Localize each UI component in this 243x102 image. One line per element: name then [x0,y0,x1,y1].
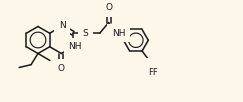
Text: O: O [105,3,112,12]
Text: FF: FF [148,68,158,76]
Text: O: O [58,64,65,73]
Text: NH: NH [68,42,82,51]
Text: N: N [59,21,66,30]
Text: F: F [150,63,155,72]
Text: S: S [83,29,88,38]
Text: NH: NH [112,29,125,38]
